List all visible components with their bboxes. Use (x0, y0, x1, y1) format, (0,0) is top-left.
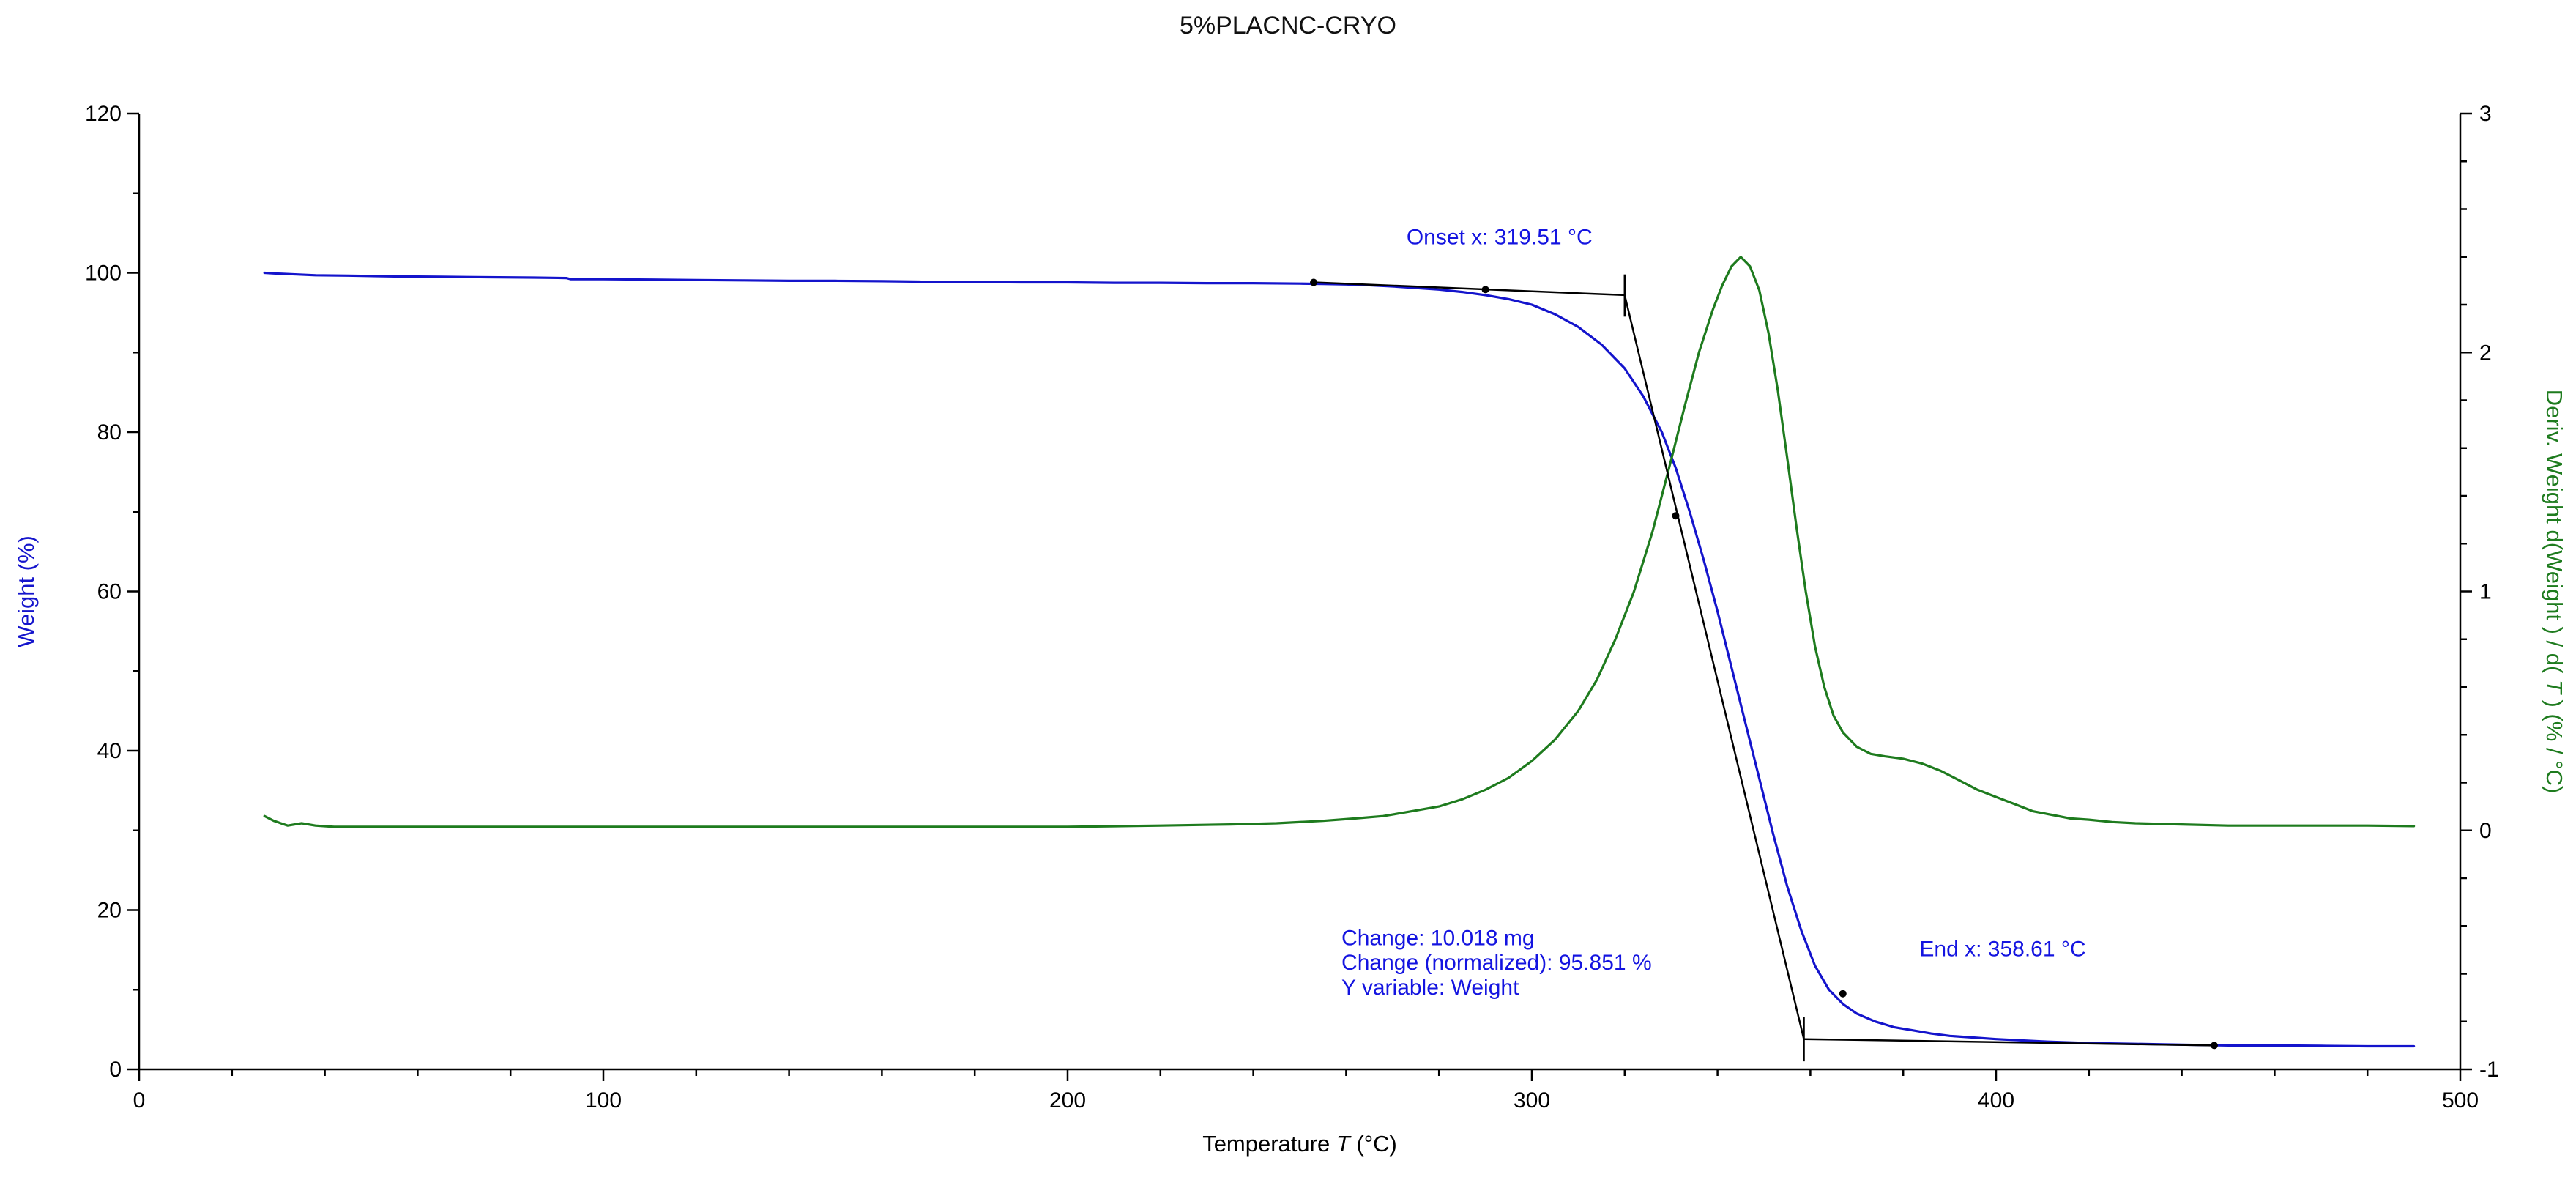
construction-marker (1481, 286, 1489, 294)
x-tick-label: 300 (1514, 1088, 1550, 1113)
chart-title: 5%PLACNC-CRYO (1179, 12, 1396, 40)
construction-marker (2210, 1042, 2218, 1050)
x-tick-label: 0 (133, 1088, 146, 1113)
annotation-text: Change: 10.018 mg (1341, 926, 1535, 950)
x-tick-label: 500 (2442, 1088, 2479, 1113)
y-right-tick-label: 3 (2479, 102, 2492, 126)
y-left-tick-label: 20 (97, 899, 122, 923)
y-left-tick-label: 120 (85, 102, 122, 126)
tangent-steep-line (1623, 294, 1805, 1039)
x-tick-label: 100 (585, 1088, 622, 1113)
x-tick-label: 400 (1978, 1088, 2014, 1113)
y-right-tick-label: 0 (2479, 819, 2492, 843)
y-right-axis-title: Deriv. Weight d(Weight ) / d( T ) (% / °… (2542, 390, 2567, 794)
y-left-axis-title: Weight (%) (13, 535, 39, 647)
construction-marker (1839, 990, 1847, 998)
deriv-weight-curve (263, 256, 2416, 828)
x-tick-label: 200 (1049, 1088, 1086, 1113)
y-left-tick-label: 100 (85, 261, 122, 286)
annotation-text: Onset x: 319.51 °C (1407, 225, 1593, 249)
y-left-tick-label: 40 (97, 739, 122, 763)
baseline-post-line (1803, 1038, 2215, 1047)
annotation-text: Change (normalized): 95.851 % (1341, 951, 1652, 975)
weight-curve (263, 271, 2416, 1048)
annotation-text: Y variable: Weight (1341, 976, 1519, 1000)
y-left-tick-label: 60 (97, 580, 122, 604)
annotation-text: End x: 358.61 °C (1919, 938, 2085, 962)
y-left-tick-label: 80 (97, 420, 122, 445)
baseline-pre-line (1313, 281, 1625, 297)
y-right-tick-label: -1 (2479, 1058, 2499, 1082)
y-right-tick-label: 1 (2479, 580, 2492, 604)
construction-marker (1310, 278, 1318, 286)
y-left-tick-label: 0 (109, 1058, 122, 1082)
construction-marker (1672, 512, 1680, 520)
x-axis-title: Temperature T (°C) (1202, 1131, 1397, 1157)
y-right-tick-label: 2 (2479, 341, 2492, 365)
